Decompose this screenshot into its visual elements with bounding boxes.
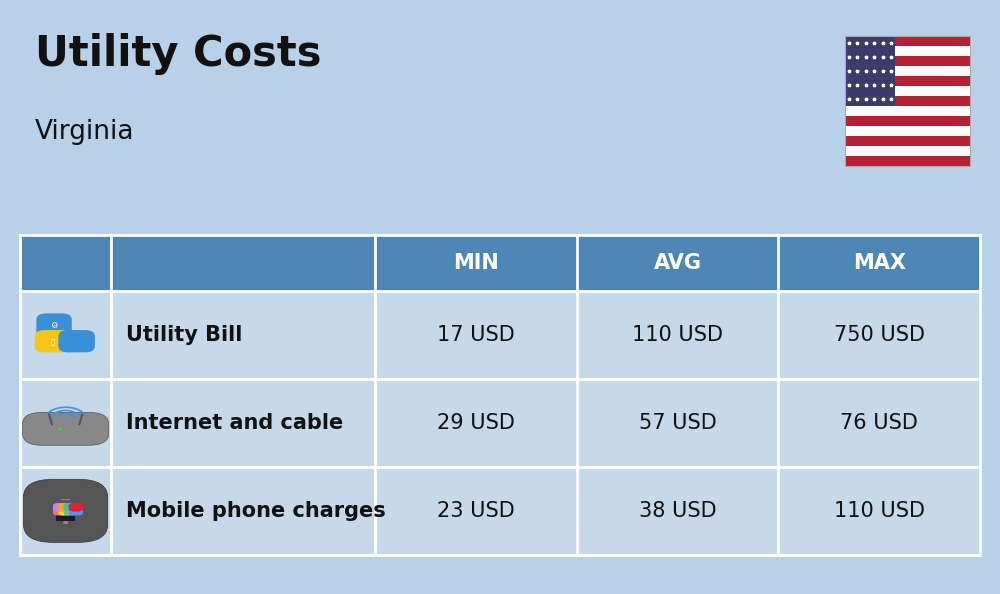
FancyBboxPatch shape xyxy=(53,507,67,516)
Bar xyxy=(845,76,970,86)
FancyBboxPatch shape xyxy=(58,330,95,352)
Text: 23 USD: 23 USD xyxy=(437,501,515,521)
Text: 🔌: 🔌 xyxy=(51,338,55,345)
FancyBboxPatch shape xyxy=(63,503,78,511)
Bar xyxy=(20,379,980,467)
FancyBboxPatch shape xyxy=(36,314,72,337)
Bar xyxy=(845,156,970,166)
Bar xyxy=(845,126,970,136)
Bar xyxy=(845,146,970,156)
Bar xyxy=(20,467,980,555)
Text: Virginia: Virginia xyxy=(35,119,134,145)
Bar xyxy=(778,235,980,291)
Text: 76 USD: 76 USD xyxy=(840,413,918,433)
Bar xyxy=(56,503,75,520)
Bar xyxy=(845,36,970,166)
Text: Utility Costs: Utility Costs xyxy=(35,33,322,75)
Circle shape xyxy=(58,428,62,430)
Bar xyxy=(845,36,895,106)
Bar xyxy=(375,235,577,291)
FancyBboxPatch shape xyxy=(69,503,83,511)
Text: MIN: MIN xyxy=(453,253,499,273)
Text: 29 USD: 29 USD xyxy=(437,413,515,433)
Text: Mobile phone charges: Mobile phone charges xyxy=(126,501,386,521)
Circle shape xyxy=(63,521,68,525)
FancyBboxPatch shape xyxy=(58,507,73,516)
FancyBboxPatch shape xyxy=(63,507,78,516)
Bar xyxy=(845,106,970,116)
Text: 17 USD: 17 USD xyxy=(437,325,515,345)
Bar xyxy=(845,66,970,76)
Text: ⚙: ⚙ xyxy=(50,321,57,330)
Text: 110 USD: 110 USD xyxy=(632,325,723,345)
Bar xyxy=(577,235,778,291)
Text: 750 USD: 750 USD xyxy=(834,325,925,345)
Text: 57 USD: 57 USD xyxy=(639,413,716,433)
Circle shape xyxy=(64,419,67,421)
Text: 38 USD: 38 USD xyxy=(639,501,716,521)
Text: Utility Bill: Utility Bill xyxy=(126,325,243,345)
FancyBboxPatch shape xyxy=(24,479,108,542)
Bar xyxy=(111,235,375,291)
Bar xyxy=(845,116,970,126)
Bar xyxy=(845,56,970,66)
Bar xyxy=(20,291,980,379)
FancyBboxPatch shape xyxy=(58,503,73,511)
Bar xyxy=(845,96,970,106)
Bar xyxy=(845,136,970,146)
Text: Internet and cable: Internet and cable xyxy=(126,413,343,433)
Bar xyxy=(20,235,111,291)
Text: AVG: AVG xyxy=(654,253,702,273)
FancyBboxPatch shape xyxy=(23,412,109,446)
Text: MAX: MAX xyxy=(853,253,906,273)
FancyBboxPatch shape xyxy=(35,330,71,352)
Text: 110 USD: 110 USD xyxy=(834,501,925,521)
Bar xyxy=(845,36,970,46)
Bar xyxy=(845,46,970,56)
FancyBboxPatch shape xyxy=(53,503,67,511)
Bar xyxy=(61,499,70,500)
FancyBboxPatch shape xyxy=(69,507,83,516)
Bar xyxy=(845,86,970,96)
